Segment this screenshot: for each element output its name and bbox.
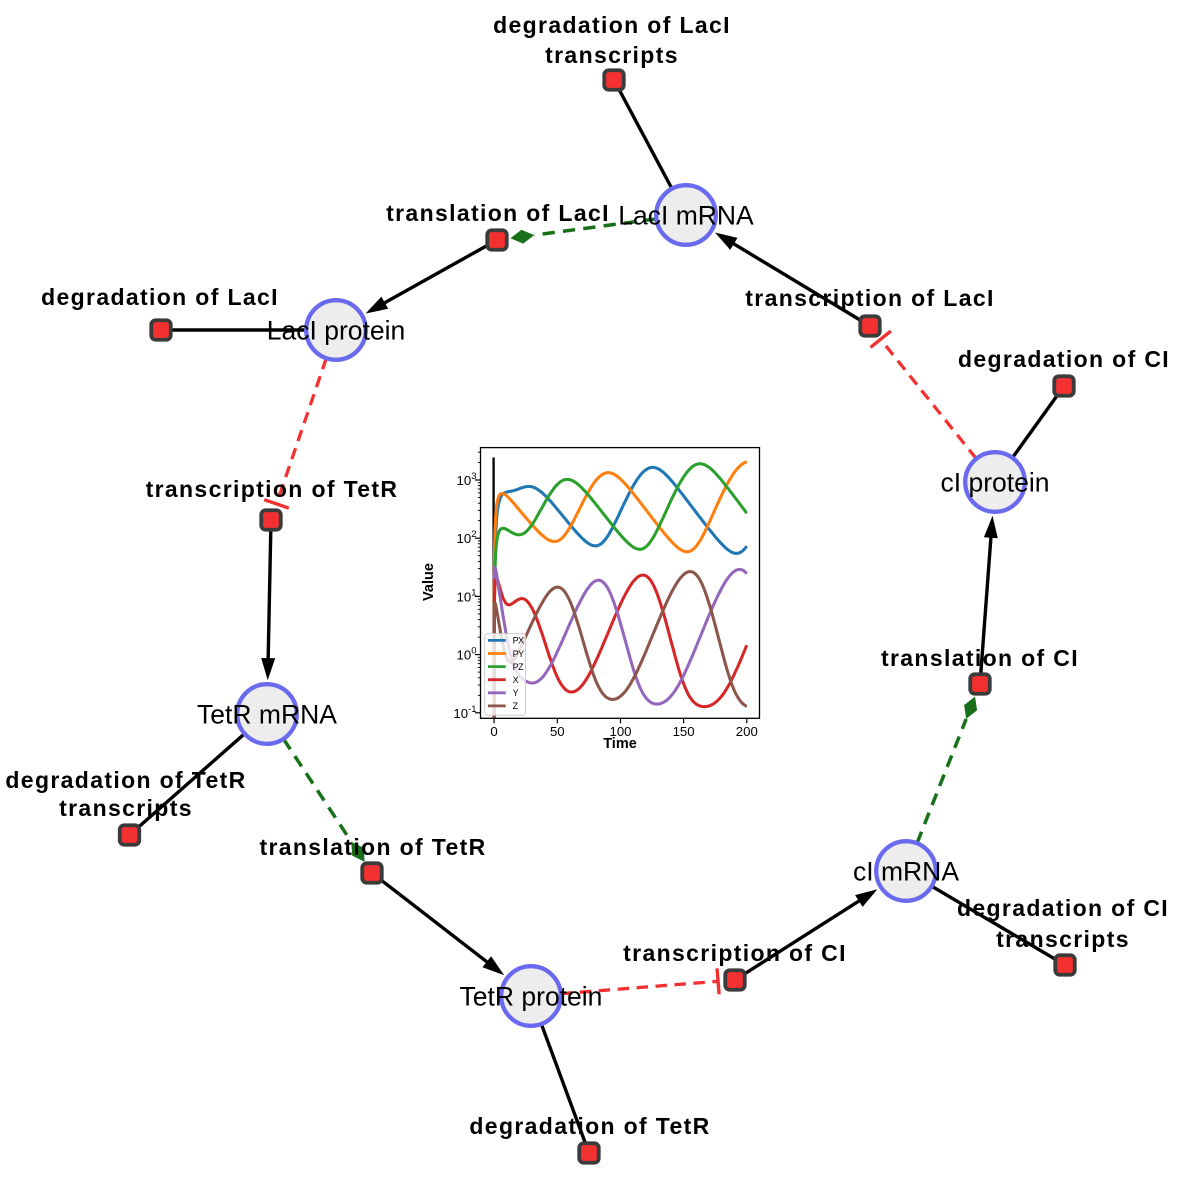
svg-text:transcripts: transcripts xyxy=(996,926,1130,952)
svg-text:transcripts: transcripts xyxy=(545,42,679,68)
svg-text:150: 150 xyxy=(673,724,695,739)
svg-text:cI mRNA: cI mRNA xyxy=(853,857,959,887)
svg-text:translation of CI: translation of CI xyxy=(881,645,1079,671)
svg-text:TetR mRNA: TetR mRNA xyxy=(197,700,337,730)
svg-text:PY: PY xyxy=(513,649,525,659)
svg-text:degradation of LacI: degradation of LacI xyxy=(493,12,731,38)
svg-text:X: X xyxy=(513,675,519,685)
svg-text:TetR protein: TetR protein xyxy=(460,982,603,1012)
svg-text:transcription of CI: transcription of CI xyxy=(623,940,847,966)
svg-text:translation of TetR: translation of TetR xyxy=(259,834,486,860)
svg-text:PX: PX xyxy=(513,636,525,646)
svg-text:degradation of LacI: degradation of LacI xyxy=(41,284,279,310)
svg-text:transcription of TetR: transcription of TetR xyxy=(146,476,399,502)
svg-text:50: 50 xyxy=(550,724,565,739)
svg-text:transcription of LacI: transcription of LacI xyxy=(745,285,994,311)
svg-text:Y: Y xyxy=(513,688,519,698)
svg-text:Value: Value xyxy=(421,563,437,601)
svg-text:LacI mRNA: LacI mRNA xyxy=(618,201,754,231)
svg-text:degradation of TetR: degradation of TetR xyxy=(469,1113,710,1139)
svg-text:Z: Z xyxy=(513,701,519,711)
svg-text:translation of LacI: translation of LacI xyxy=(386,200,610,226)
svg-text:LacI protein: LacI protein xyxy=(267,316,405,346)
svg-text:100: 100 xyxy=(609,724,631,739)
svg-text:degradation of TetR: degradation of TetR xyxy=(5,767,246,793)
svg-text:Time: Time xyxy=(603,736,637,752)
svg-text:cI protein: cI protein xyxy=(940,468,1049,498)
svg-text:PZ: PZ xyxy=(513,662,525,672)
svg-text:200: 200 xyxy=(736,724,758,739)
svg-text:transcripts: transcripts xyxy=(59,795,193,821)
svg-text:degradation of CI: degradation of CI xyxy=(957,895,1169,921)
svg-text:0: 0 xyxy=(490,724,497,739)
svg-text:degradation of CI: degradation of CI xyxy=(958,346,1170,372)
